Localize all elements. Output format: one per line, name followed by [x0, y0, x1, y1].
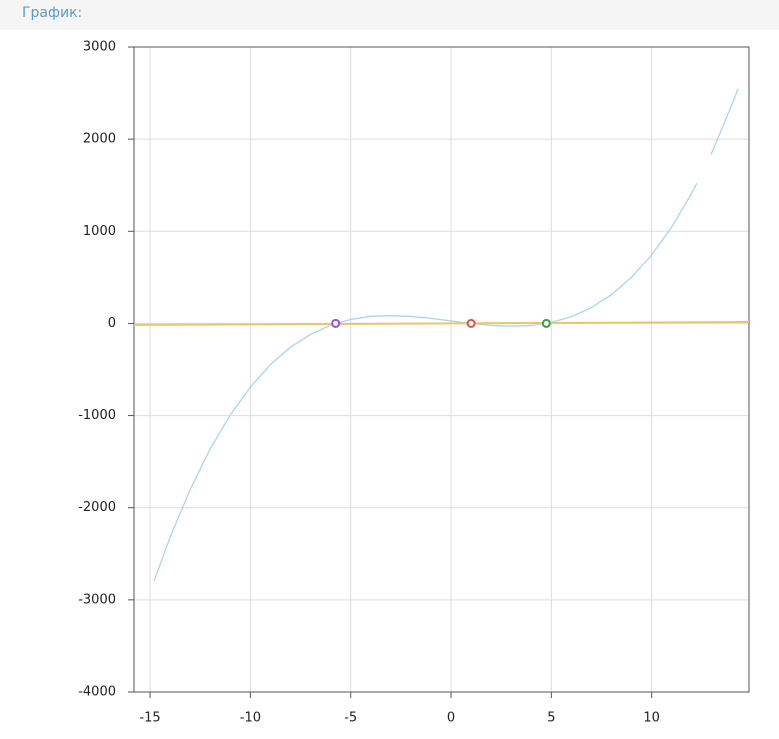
- y-tick-label: -4000: [78, 685, 116, 700]
- point: [541, 318, 551, 328]
- y-tick-label: 0: [108, 316, 116, 331]
- y-tick-label: -3000: [78, 592, 116, 607]
- curve: [153, 88, 739, 582]
- point: [331, 318, 341, 328]
- x-tick-label: 10: [643, 711, 660, 726]
- point: [466, 318, 476, 328]
- y-tick-label: 1000: [83, 224, 116, 239]
- x-tick-label: -10: [240, 711, 261, 726]
- y-tick-label: -1000: [78, 408, 116, 423]
- x-tick-label: -15: [139, 711, 160, 726]
- y-tick-label: 2000: [83, 132, 116, 147]
- plot-frame: [133, 46, 750, 693]
- y-tick-label: -2000: [78, 500, 116, 515]
- x-tick-label: 5: [547, 711, 555, 726]
- x-tick-label: 0: [447, 711, 455, 726]
- header-title: График:: [22, 5, 83, 21]
- curve: [133, 321, 750, 326]
- x-tick-label: -5: [344, 711, 357, 726]
- y-tick-label: 3000: [83, 40, 116, 55]
- header: График:: [0, 0, 779, 30]
